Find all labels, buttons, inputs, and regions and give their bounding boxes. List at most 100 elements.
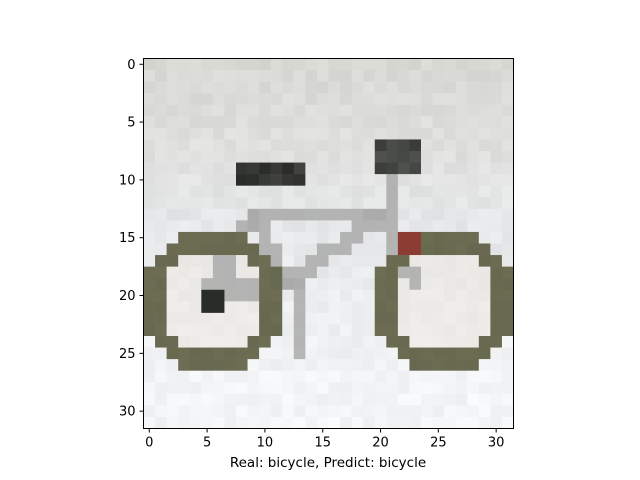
image-pixel <box>455 278 468 291</box>
image-pixel <box>397 243 410 256</box>
image-pixel <box>363 370 376 383</box>
image-pixel <box>455 359 468 371</box>
image-pixel <box>432 336 445 348</box>
image-pixel <box>444 359 456 371</box>
image-pixel <box>189 289 202 302</box>
image-pixel <box>155 301 167 314</box>
y-tick-label: 15 <box>119 231 136 246</box>
image-pixel <box>166 127 179 140</box>
image-pixel <box>189 347 202 360</box>
image-pixel <box>467 116 480 129</box>
image-pixel <box>328 324 341 337</box>
image-pixel <box>501 324 514 337</box>
image-pixel <box>143 139 156 152</box>
image-pixel <box>155 312 167 325</box>
image-pixel <box>247 416 260 429</box>
image-pixel <box>363 324 376 337</box>
image-pixel <box>305 347 318 360</box>
image-pixel <box>455 162 468 175</box>
image-pixel <box>467 174 480 186</box>
image-pixel <box>386 255 399 267</box>
image-pixel <box>189 393 202 406</box>
image-pixel <box>212 301 225 314</box>
image-pixel <box>212 243 225 256</box>
image-pixel <box>501 301 514 314</box>
image-pixel <box>397 278 410 291</box>
image-pixel <box>328 301 341 314</box>
image-pixel <box>316 416 329 429</box>
image-pixel <box>478 393 491 406</box>
image-pixel <box>444 220 456 233</box>
image-pixel <box>421 151 433 163</box>
image-pixel <box>247 266 260 279</box>
image-pixel <box>478 139 491 152</box>
image-pixel <box>386 347 399 360</box>
image-pixel <box>386 266 399 279</box>
image-pixel <box>212 116 225 129</box>
image-pixel <box>455 324 468 337</box>
image-pixel <box>201 301 214 314</box>
image-pixel <box>351 312 364 325</box>
image-pixel <box>340 382 352 395</box>
image-pixel <box>236 370 248 383</box>
image-pixel <box>224 312 237 325</box>
image-pixel <box>444 301 456 314</box>
image-pixel <box>386 185 399 198</box>
image-pixel <box>189 81 202 94</box>
image-pixel <box>224 104 237 117</box>
image-pixel <box>467 231 480 244</box>
plot-frame <box>143 58 514 429</box>
image-pixel <box>421 370 433 383</box>
image-pixel <box>143 405 156 418</box>
image-pixel <box>501 336 514 348</box>
image-pixel <box>143 116 156 129</box>
image-pixel <box>166 255 179 267</box>
image-pixel <box>201 405 214 418</box>
image-pixel <box>270 266 283 279</box>
image-pixel <box>432 162 445 175</box>
image-pixel <box>316 312 329 325</box>
image-pixel <box>444 278 456 291</box>
image-pixel <box>467 347 480 360</box>
image-pixel <box>316 266 329 279</box>
image-pixel <box>270 104 283 117</box>
image-pixel <box>374 220 387 233</box>
image-pixel <box>212 255 225 267</box>
image-pixel <box>270 208 283 221</box>
image-pixel <box>201 324 214 337</box>
image-pixel <box>501 139 514 152</box>
image-pixel <box>201 139 214 152</box>
image-pixel <box>490 301 503 314</box>
image-pixel <box>282 278 295 291</box>
image-pixel <box>363 93 376 106</box>
image-pixel <box>270 289 283 302</box>
image-pixel <box>224 266 237 279</box>
image-pixel <box>259 347 271 360</box>
image-pixel <box>444 127 456 140</box>
image-pixel <box>166 174 179 186</box>
image-pixel <box>363 301 376 314</box>
image-pixel <box>340 359 352 371</box>
image-pixel <box>212 416 225 429</box>
image-pixel <box>455 185 468 198</box>
image-pixel <box>259 197 271 210</box>
image-pixel <box>386 336 399 348</box>
image-pixel <box>293 289 306 302</box>
image-pixel <box>189 231 202 244</box>
image-pixel <box>259 162 271 175</box>
image-pixel <box>270 301 283 314</box>
image-pixel <box>490 382 503 395</box>
image-pixel <box>501 81 514 94</box>
image-pixel <box>143 104 156 117</box>
image-pixel <box>455 370 468 383</box>
image-pixel <box>351 370 364 383</box>
image-pixel <box>201 370 214 383</box>
image-pixel <box>363 208 376 221</box>
image-pixel <box>467 370 480 383</box>
image-pixel <box>189 324 202 337</box>
image-pixel <box>374 93 387 106</box>
image-pixel <box>351 116 364 129</box>
image-pixel <box>189 336 202 348</box>
image-pixel <box>143 289 156 302</box>
image-pixel <box>189 185 202 198</box>
